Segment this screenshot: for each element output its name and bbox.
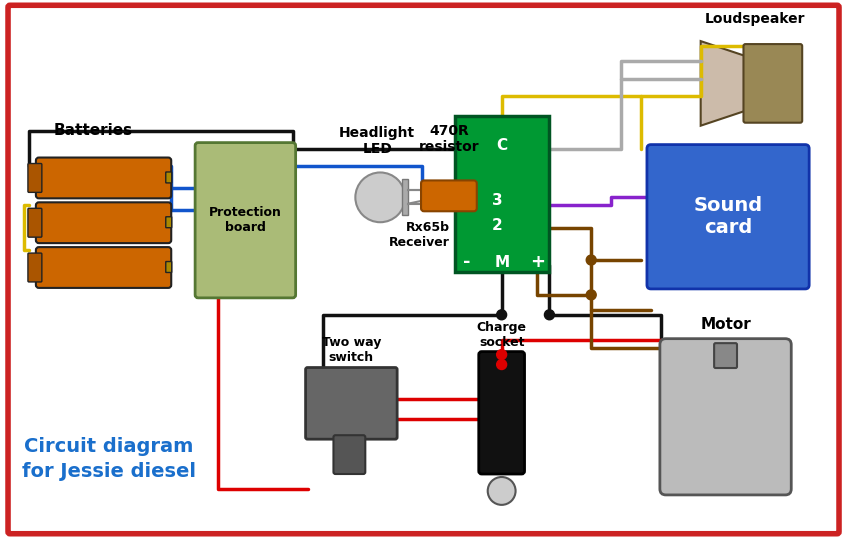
FancyBboxPatch shape	[36, 202, 171, 243]
FancyBboxPatch shape	[479, 351, 524, 474]
FancyBboxPatch shape	[334, 435, 365, 474]
Text: Protection
board: Protection board	[209, 206, 282, 234]
FancyBboxPatch shape	[402, 179, 408, 215]
Circle shape	[586, 290, 596, 300]
Text: Two way
switch: Two way switch	[322, 336, 381, 364]
FancyBboxPatch shape	[36, 157, 171, 198]
FancyBboxPatch shape	[714, 343, 737, 368]
FancyBboxPatch shape	[166, 172, 172, 183]
FancyBboxPatch shape	[28, 208, 42, 237]
Text: Rx65b
Receiver: Rx65b Receiver	[389, 221, 450, 249]
Text: Sound
card: Sound card	[694, 196, 763, 237]
FancyBboxPatch shape	[421, 181, 477, 211]
Polygon shape	[701, 41, 745, 126]
Text: Batteries: Batteries	[54, 123, 133, 138]
FancyBboxPatch shape	[195, 143, 296, 298]
Circle shape	[488, 477, 516, 505]
Text: Charge
socket: Charge socket	[476, 321, 527, 349]
FancyBboxPatch shape	[28, 163, 42, 192]
Text: 3: 3	[491, 193, 502, 208]
FancyBboxPatch shape	[28, 253, 42, 282]
FancyBboxPatch shape	[166, 217, 172, 227]
Text: Motor: Motor	[701, 317, 751, 332]
FancyBboxPatch shape	[744, 44, 803, 123]
FancyBboxPatch shape	[36, 247, 171, 288]
Circle shape	[545, 310, 555, 320]
FancyBboxPatch shape	[660, 338, 792, 495]
FancyBboxPatch shape	[647, 144, 809, 289]
FancyBboxPatch shape	[306, 368, 397, 439]
Text: C: C	[497, 138, 507, 153]
Text: Loudspeaker: Loudspeaker	[706, 12, 806, 26]
Text: -: -	[463, 253, 470, 271]
Text: 2: 2	[491, 218, 502, 233]
FancyBboxPatch shape	[8, 5, 839, 534]
Circle shape	[356, 172, 405, 222]
Circle shape	[497, 350, 507, 360]
Text: Circuit diagram
for Jessie diesel: Circuit diagram for Jessie diesel	[22, 437, 196, 481]
Circle shape	[497, 360, 507, 370]
Text: +: +	[530, 253, 545, 271]
Text: 470R
resistor: 470R resistor	[419, 123, 479, 154]
FancyBboxPatch shape	[166, 261, 172, 273]
FancyBboxPatch shape	[455, 116, 550, 272]
Circle shape	[497, 310, 507, 320]
Circle shape	[586, 255, 596, 265]
Text: M: M	[495, 254, 510, 270]
Text: Headlight
LED: Headlight LED	[339, 126, 416, 156]
